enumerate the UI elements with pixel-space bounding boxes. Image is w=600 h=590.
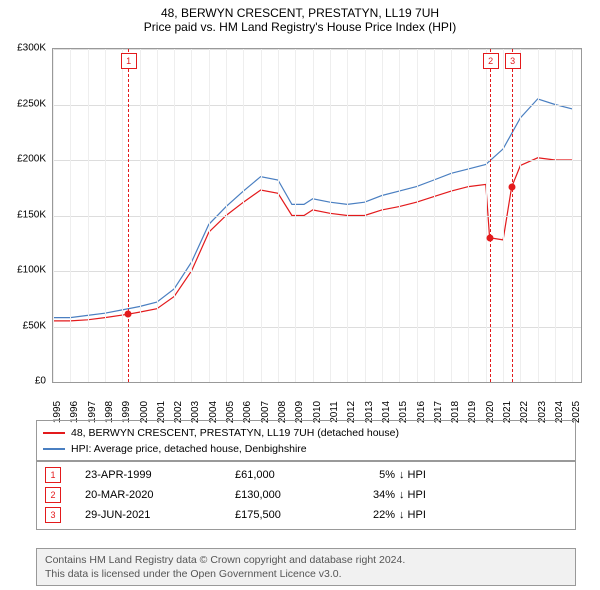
gridline-h [53, 49, 581, 50]
y-axis: £0£50K£100K£150K£200K£250K£300K [0, 48, 50, 383]
legend: 48, BERWYN CRESCENT, PRESTATYN, LL19 7UH… [36, 420, 576, 462]
event-price: £130,000 [235, 489, 345, 501]
y-tick-label: £250K [17, 98, 46, 109]
event-pct: 22% [345, 509, 399, 521]
event-direction: ↓ HPI [399, 469, 479, 481]
event-row: 2 20-MAR-2020£130,00034%↓ HPI [37, 485, 575, 505]
sale-point [508, 184, 515, 191]
gridline-h [53, 327, 581, 328]
event-date: 23-APR-1999 [85, 469, 235, 481]
gridline-v [330, 49, 331, 382]
gridline-v [538, 49, 539, 382]
gridline-v [140, 49, 141, 382]
event-marker: 3 [505, 53, 521, 69]
gridline-v [53, 49, 54, 382]
event-price: £175,500 [235, 509, 345, 521]
gridline-v [70, 49, 71, 382]
gridline-v [555, 49, 556, 382]
x-axis: 1995199619971998199920002001200220032004… [52, 384, 582, 418]
footer: Contains HM Land Registry data © Crown c… [36, 548, 576, 586]
event-date: 20-MAR-2020 [85, 489, 235, 501]
gridline-v [243, 49, 244, 382]
gridline-v [226, 49, 227, 382]
gridline-v [347, 49, 348, 382]
event-price: £61,000 [235, 469, 345, 481]
gridline-v [382, 49, 383, 382]
event-number-box: 2 [45, 487, 61, 503]
gridline-h [53, 216, 581, 217]
legend-swatch-hpi [43, 448, 65, 450]
gridline-v [520, 49, 521, 382]
sale-point [486, 234, 493, 241]
legend-label-price-paid: 48, BERWYN CRESCENT, PRESTATYN, LL19 7UH… [71, 425, 399, 441]
gridline-v [468, 49, 469, 382]
gridline-v [191, 49, 192, 382]
title-address: 48, BERWYN CRESCENT, PRESTATYN, LL19 7UH [0, 6, 600, 20]
event-direction: ↓ HPI [399, 509, 479, 521]
event-pct: 5% [345, 469, 399, 481]
footer-line2: This data is licensed under the Open Gov… [45, 567, 567, 581]
y-tick-label: £50K [23, 320, 46, 331]
event-number-box: 3 [45, 507, 61, 523]
event-number-box: 1 [45, 467, 61, 483]
title-subtitle: Price paid vs. HM Land Registry's House … [0, 20, 600, 34]
gridline-v [174, 49, 175, 382]
gridline-v [261, 49, 262, 382]
y-tick-label: £0 [35, 376, 46, 387]
gridline-v [278, 49, 279, 382]
gridline-v [365, 49, 366, 382]
y-tick-label: £200K [17, 154, 46, 165]
chart-container: 48, BERWYN CRESCENT, PRESTATYN, LL19 7UH… [0, 0, 600, 590]
event-row: 1 23-APR-1999£61,0005%↓ HPI [37, 465, 575, 485]
gridline-v [451, 49, 452, 382]
event-marker: 2 [483, 53, 499, 69]
legend-label-hpi: HPI: Average price, detached house, Denb… [71, 441, 307, 457]
plot-area: 1 23 [52, 48, 582, 383]
event-row: 3 29-JUN-2021£175,50022%↓ HPI [37, 505, 575, 525]
gridline-v [434, 49, 435, 382]
sale-point [124, 311, 131, 318]
gridline-v [157, 49, 158, 382]
event-pct: 34% [345, 489, 399, 501]
legend-swatch-price-paid [43, 432, 65, 434]
legend-row-hpi: HPI: Average price, detached house, Denb… [43, 441, 569, 457]
event-marker: 1 [121, 53, 137, 69]
y-tick-label: £300K [17, 43, 46, 54]
event-line [512, 49, 513, 382]
gridline-v [399, 49, 400, 382]
event-line [490, 49, 491, 382]
gridline-h [53, 105, 581, 106]
gridline-v [503, 49, 504, 382]
gridline-v [105, 49, 106, 382]
gridline-v [122, 49, 123, 382]
gridline-v [88, 49, 89, 382]
legend-row-price-paid: 48, BERWYN CRESCENT, PRESTATYN, LL19 7UH… [43, 425, 569, 441]
gridline-v [486, 49, 487, 382]
gridline-h [53, 271, 581, 272]
gridline-v [313, 49, 314, 382]
y-tick-label: £150K [17, 209, 46, 220]
gridline-h [53, 160, 581, 161]
footer-line1: Contains HM Land Registry data © Crown c… [45, 553, 567, 567]
gridline-v [417, 49, 418, 382]
gridline-v [572, 49, 573, 382]
events-table: 123-APR-1999£61,0005%↓ HPI220-MAR-2020£1… [36, 460, 576, 530]
event-direction: ↓ HPI [399, 489, 479, 501]
gridline-v [295, 49, 296, 382]
gridline-v [209, 49, 210, 382]
y-tick-label: £100K [17, 265, 46, 276]
event-date: 29-JUN-2021 [85, 509, 235, 521]
event-line [128, 49, 129, 382]
title-block: 48, BERWYN CRESCENT, PRESTATYN, LL19 7UH… [0, 0, 600, 34]
